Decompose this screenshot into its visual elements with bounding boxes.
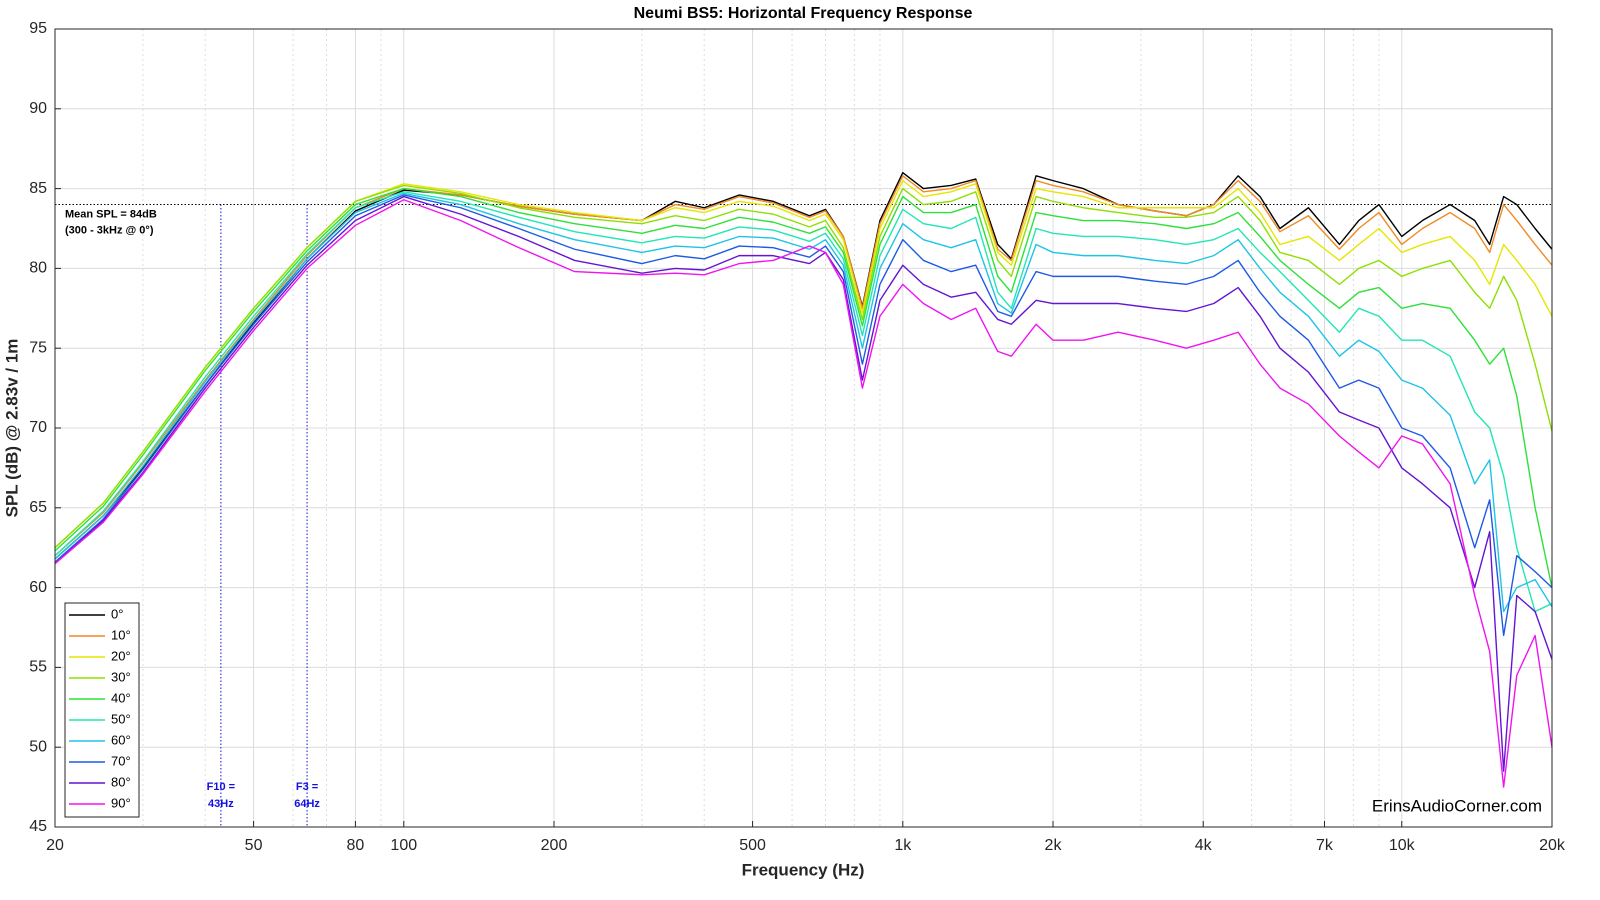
legend-box xyxy=(64,602,140,818)
series-line xyxy=(54,194,1553,637)
series-line xyxy=(54,187,1553,588)
x-tick-label: 4k xyxy=(1195,837,1213,854)
y-tick-label: 80 xyxy=(29,260,47,277)
legend: 0° 10° 20° 30° 40° 50° 60° 70° 80° 90° xyxy=(64,602,140,818)
x-tick-label: 80 xyxy=(347,837,365,854)
watermark: ErinsAudioCorner.com xyxy=(1372,796,1542,815)
x-tick-label: 500 xyxy=(739,837,766,854)
x-tick-label: 20 xyxy=(46,837,64,854)
y-tick-label: 95 xyxy=(29,20,47,37)
series-line xyxy=(54,195,1553,772)
cutoff-label: 64Hz xyxy=(294,798,320,810)
legend-label: 20° xyxy=(111,648,131,663)
x-tick-label: 7k xyxy=(1316,837,1334,854)
cutoff-label: F3 = xyxy=(296,781,318,793)
y-tick-label: 50 xyxy=(29,738,47,755)
legend-label: 0° xyxy=(111,606,123,621)
y-tick-label: 55 xyxy=(29,659,47,676)
legend-label: 50° xyxy=(111,711,131,726)
y-tick-label: 85 xyxy=(29,180,47,197)
chart-title: Neumi BS5: Horizontal Frequency Response xyxy=(634,5,973,22)
y-tick-label: 60 xyxy=(29,579,47,596)
series-line xyxy=(54,192,1553,613)
x-tick-label: 2k xyxy=(1045,837,1063,854)
x-tick-label: 1k xyxy=(894,837,912,854)
series-line xyxy=(54,184,1553,549)
y-tick-label: 90 xyxy=(29,100,47,117)
y-axis-title: SPL (dB) @ 2.83v / 1m xyxy=(2,339,21,518)
axes-frame xyxy=(54,28,1553,828)
x-tick-label: 20k xyxy=(1539,837,1566,854)
cutoff-label: F10 = xyxy=(207,781,235,793)
legend-label: 10° xyxy=(111,627,131,642)
series-line xyxy=(54,199,1553,788)
legend-label: 70° xyxy=(111,753,131,768)
x-axis-title: Frequency (Hz) xyxy=(742,860,865,879)
x-tick-label: 50 xyxy=(245,837,263,854)
x-tick-label: 10k xyxy=(1389,837,1416,854)
cutoff-label: 43Hz xyxy=(208,798,234,810)
y-tick-label: 70 xyxy=(29,419,47,436)
series-line xyxy=(54,175,1553,557)
series-line xyxy=(54,179,1553,549)
legend-label: 90° xyxy=(111,795,131,810)
x-tick-label: 200 xyxy=(541,837,568,854)
mean-spl-label: (300 - 3kHz @ 0°) xyxy=(65,224,154,236)
plot-area xyxy=(54,171,1553,827)
y-tick-label: 75 xyxy=(29,339,47,356)
y-tick-label: 65 xyxy=(29,499,47,516)
x-tick-label: 100 xyxy=(390,837,417,854)
mean-spl-label: Mean SPL = 84dB xyxy=(65,208,157,220)
legend-label: 80° xyxy=(111,774,131,789)
legend-label: 30° xyxy=(111,669,131,684)
legend-label: 60° xyxy=(111,732,131,747)
grid xyxy=(54,28,1553,828)
y-tick-label: 45 xyxy=(29,818,47,835)
legend-label: 40° xyxy=(111,690,131,705)
series-line xyxy=(54,191,1553,613)
